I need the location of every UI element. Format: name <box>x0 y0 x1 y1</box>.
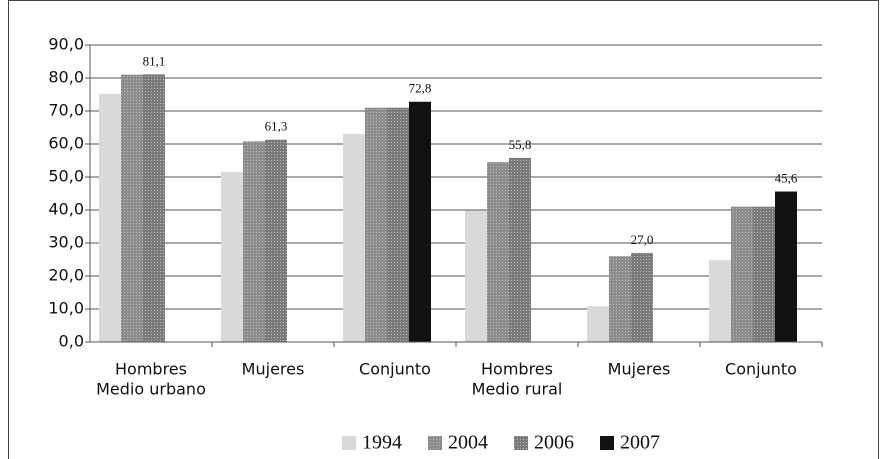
x-tick-label: Hombres <box>115 360 187 379</box>
y-tick-label: 30,0 <box>48 233 84 252</box>
y-tick-label: 20,0 <box>48 266 84 285</box>
legend-swatch <box>514 436 528 450</box>
x-tick-label: Mujeres <box>608 360 671 379</box>
bar <box>709 260 731 342</box>
y-tick-label: 50,0 <box>48 167 84 186</box>
x-tick-label: Conjunto <box>359 360 431 379</box>
value-label: 81,1 <box>143 53 166 68</box>
y-tick-label: 0,0 <box>59 332 84 351</box>
y-tick-label: 80,0 <box>48 68 84 87</box>
y-tick-label: 40,0 <box>48 200 84 219</box>
legend-label: 2004 <box>448 432 488 454</box>
x-tick-label: Conjunto <box>725 360 797 379</box>
y-tick-label: 90,0 <box>48 35 84 54</box>
legend-label: 2007 <box>620 432 660 454</box>
bar <box>99 93 121 342</box>
bar <box>587 306 609 342</box>
bar <box>465 210 487 342</box>
bar <box>343 134 365 342</box>
value-label: 45,6 <box>775 171 798 186</box>
value-label: 27,0 <box>631 232 654 247</box>
bar <box>265 139 287 342</box>
x-tick-label: Hombres <box>481 360 553 379</box>
y-tick-label: 60,0 <box>48 134 84 153</box>
x-tick-label: Medio urbano <box>96 380 206 399</box>
legend-label: 2006 <box>534 432 574 454</box>
value-label: 72,8 <box>409 81 432 96</box>
bar <box>409 101 431 342</box>
bar <box>365 107 387 342</box>
bar <box>221 172 243 342</box>
y-tick-label: 10,0 <box>48 299 84 318</box>
bar <box>775 191 797 342</box>
bar <box>243 141 265 342</box>
frame <box>8 0 879 459</box>
value-label: 55,8 <box>509 137 532 152</box>
legend-swatch <box>428 436 442 450</box>
bar <box>753 206 775 342</box>
bar <box>731 206 753 342</box>
bar <box>609 256 631 342</box>
legend-swatch <box>600 436 614 450</box>
x-tick-label: Medio rural <box>472 380 563 399</box>
x-tick-label: Mujeres <box>242 360 305 379</box>
legend-swatch <box>342 436 356 450</box>
value-label: 61,3 <box>265 119 288 134</box>
bar <box>387 107 409 342</box>
y-tick-label: 70,0 <box>48 101 84 120</box>
bar <box>509 157 531 342</box>
bar <box>487 162 509 342</box>
bar <box>143 74 165 343</box>
bar <box>631 252 653 342</box>
legend-label: 1994 <box>362 432 402 454</box>
bar <box>121 74 143 342</box>
